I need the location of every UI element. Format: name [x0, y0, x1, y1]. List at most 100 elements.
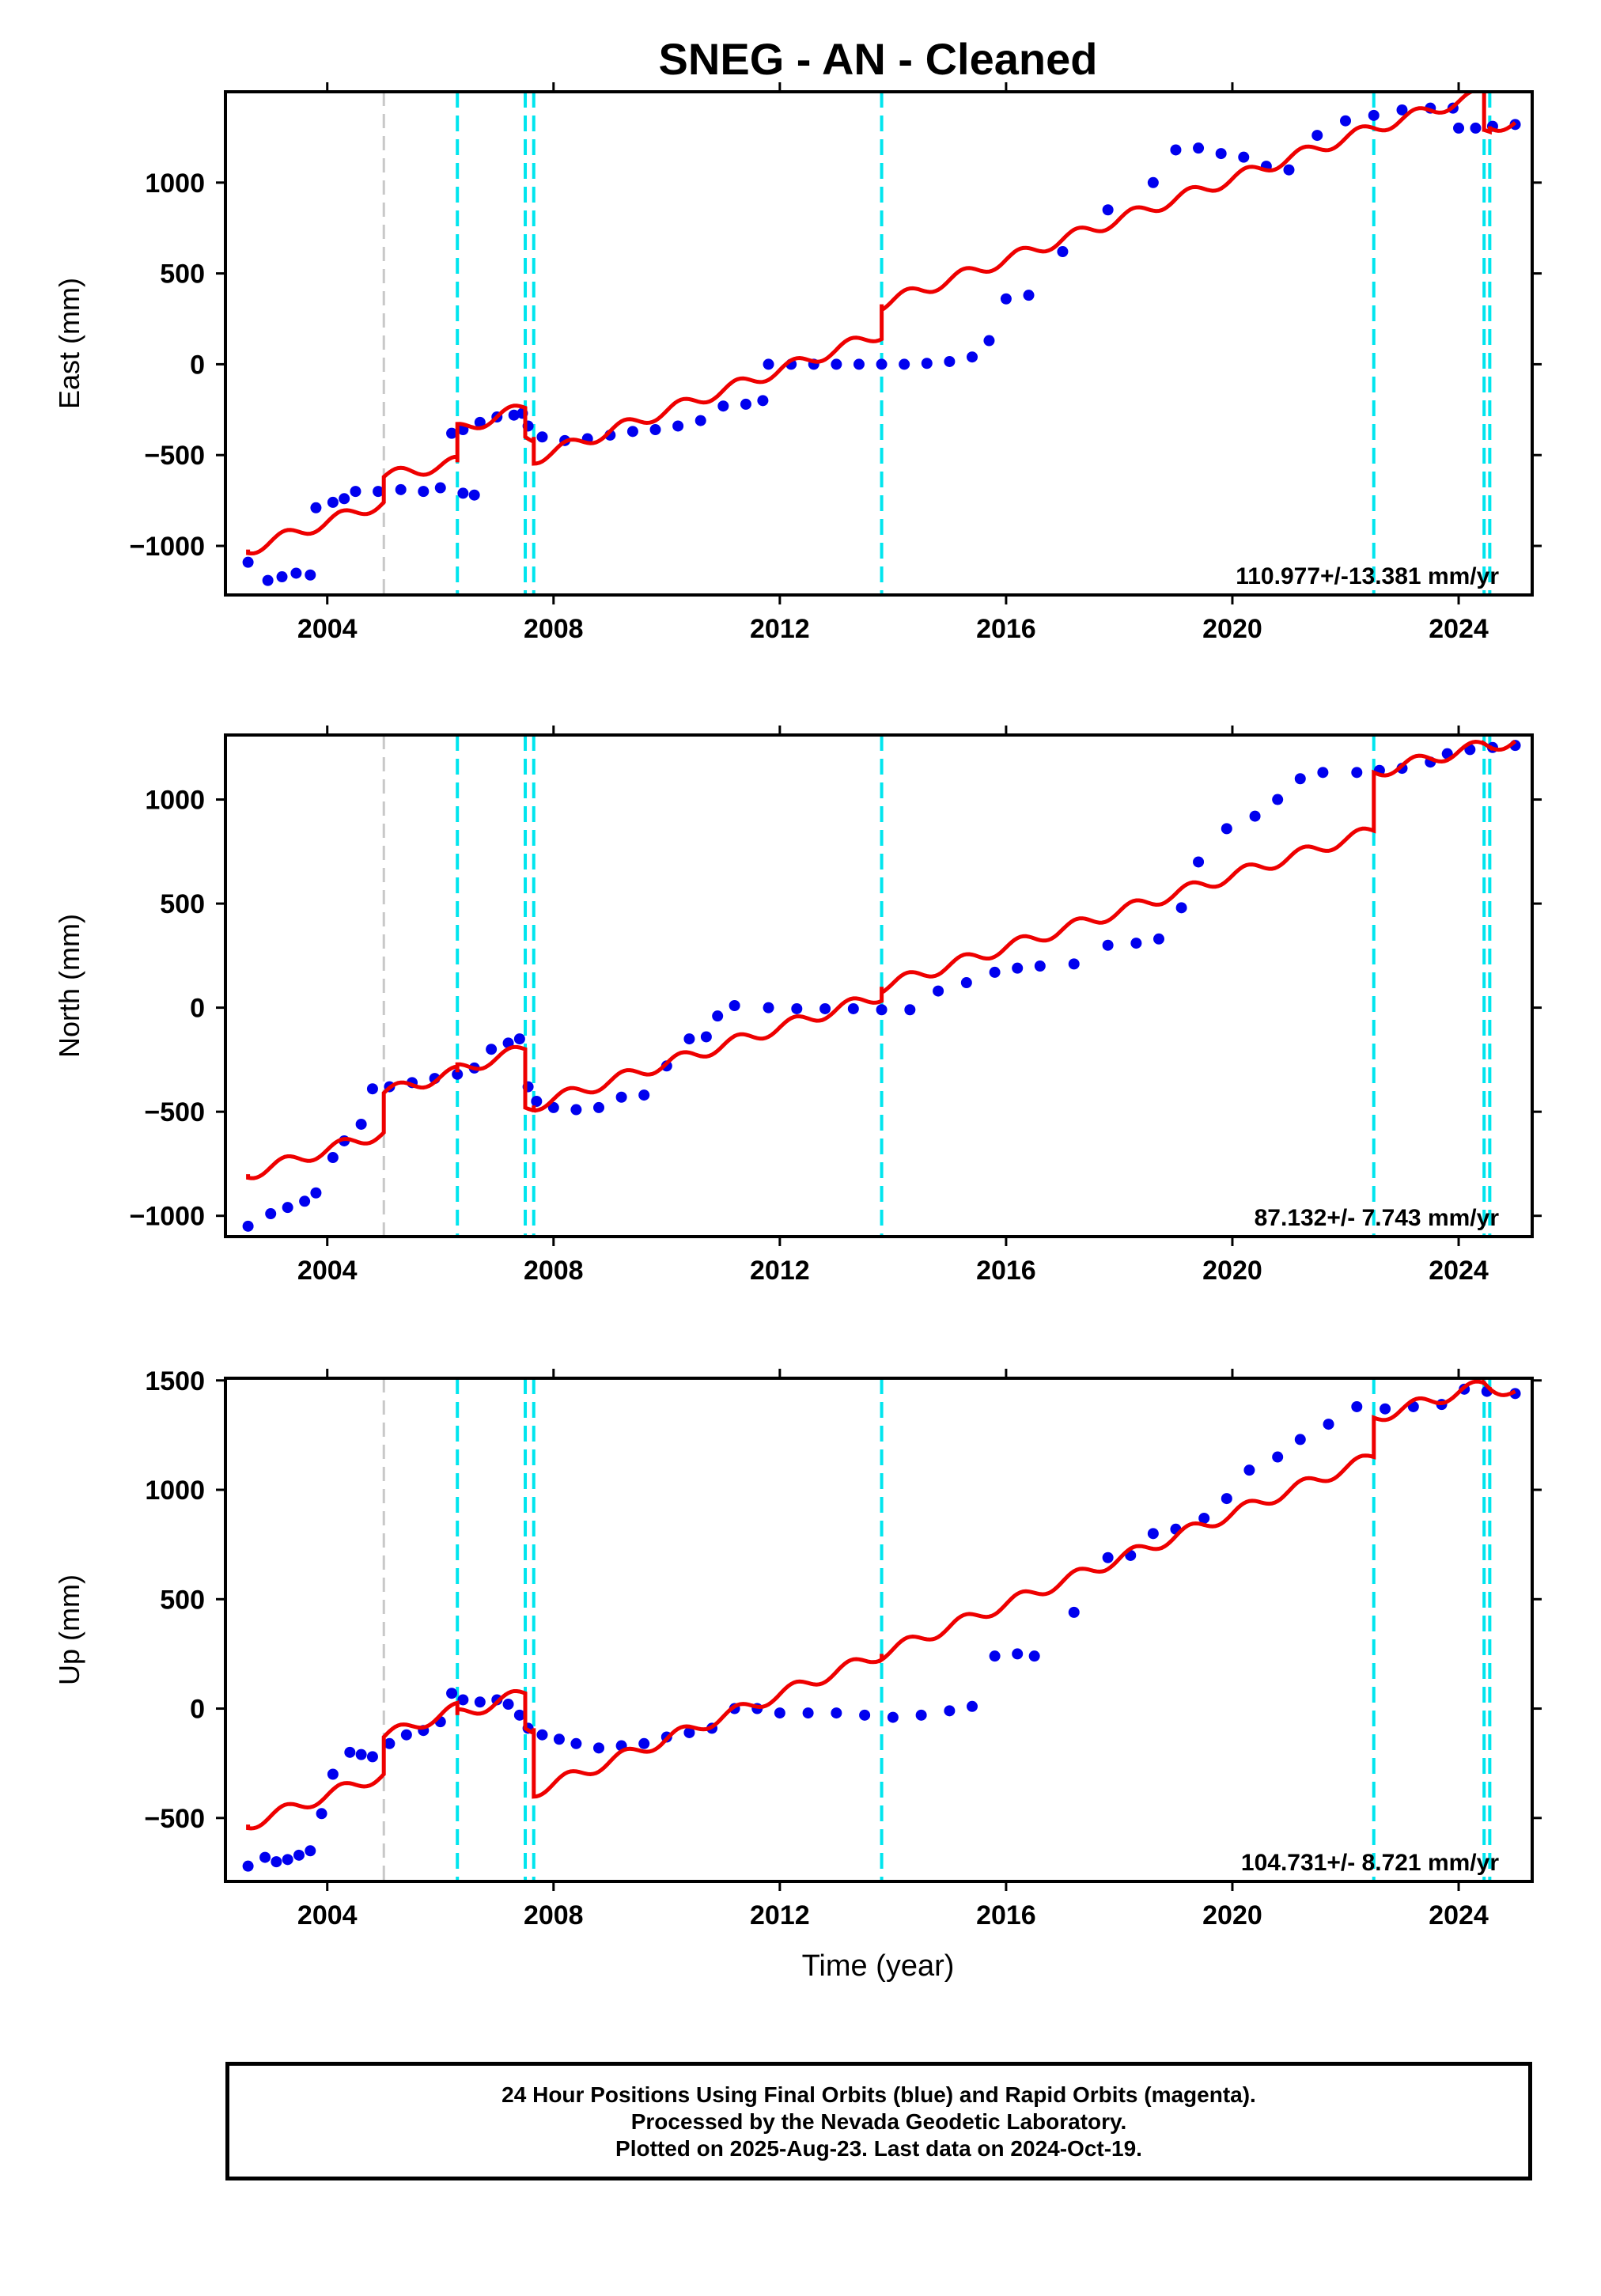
- up-data-point: [536, 1729, 548, 1741]
- up-data-point: [1068, 1606, 1080, 1618]
- up-data-point: [915, 1709, 927, 1721]
- east-plot-area: [242, 92, 1521, 595]
- east-data-point: [921, 358, 933, 369]
- north-data-point: [486, 1044, 498, 1055]
- up-data-point: [1102, 1552, 1114, 1563]
- up-data-point: [446, 1688, 458, 1699]
- east-data-point: [468, 489, 480, 501]
- up-y-tick-label: 0: [190, 1695, 205, 1725]
- up-data-point: [457, 1694, 469, 1706]
- north-data-point: [700, 1031, 712, 1043]
- up-data-point: [1243, 1464, 1255, 1476]
- east-data-point: [395, 483, 407, 495]
- up-y-tick-label: 500: [160, 1585, 205, 1615]
- up-data-point: [513, 1709, 525, 1721]
- north-data-point: [327, 1152, 339, 1164]
- east-data-point: [242, 556, 254, 568]
- east-data-point: [536, 431, 548, 443]
- east-data-point: [1000, 293, 1012, 305]
- east-x-tick-label: 2004: [297, 614, 358, 644]
- east-data-point: [695, 415, 706, 426]
- up-data-point: [355, 1749, 367, 1760]
- north-y-tick-label: 500: [160, 889, 205, 919]
- north-data-point: [1272, 794, 1284, 805]
- north-data-point: [310, 1187, 322, 1199]
- north-data-point: [712, 1010, 724, 1022]
- north-data-point: [729, 999, 740, 1011]
- north-data-point: [547, 1101, 559, 1113]
- east-data-point: [508, 409, 520, 421]
- east-data-point: [899, 358, 910, 370]
- north-data-point: [1351, 767, 1363, 779]
- north-y-tick-label: −1000: [130, 1202, 206, 1232]
- north-data-point: [989, 966, 1001, 978]
- east-data-point: [757, 395, 769, 407]
- north-data-point: [1175, 902, 1187, 914]
- north-x-tick-label: 2004: [297, 1256, 358, 1286]
- up-data-point: [1294, 1434, 1306, 1445]
- east-data-point: [853, 358, 865, 370]
- east-data-point: [373, 486, 384, 498]
- east-data-point: [305, 569, 316, 581]
- up-data-point: [1380, 1403, 1391, 1415]
- north-data-point: [683, 1033, 695, 1045]
- up-data-point: [259, 1851, 271, 1863]
- east-data-point: [1147, 176, 1159, 188]
- north-data-point: [960, 977, 972, 989]
- up-data-point: [384, 1737, 396, 1749]
- up-data-point: [802, 1707, 814, 1719]
- east-data-point: [1102, 204, 1114, 216]
- north-data-point: [1317, 767, 1329, 779]
- up-data-point: [271, 1856, 282, 1868]
- caption-line-2: Processed by the Nevada Geodetic Laborat…: [630, 2109, 1127, 2134]
- up-data-point: [1028, 1650, 1040, 1662]
- caption-line-3: Plotted on 2025-Aug-23. Last data on 202…: [615, 2136, 1142, 2161]
- x-axis-label: Time (year): [802, 1949, 955, 1983]
- up-data-point: [305, 1845, 316, 1857]
- north-data-point: [847, 1002, 859, 1014]
- north-data-point: [1294, 773, 1306, 785]
- up-y-tick-label: 1000: [145, 1476, 205, 1506]
- up-data-point: [887, 1711, 899, 1723]
- up-model-line: [246, 1378, 1516, 1831]
- north-data-point: [299, 1195, 311, 1207]
- east-x-tick-label: 2016: [976, 614, 1036, 644]
- up-data-point: [474, 1696, 486, 1708]
- east-y-tick-label: −1000: [130, 532, 206, 562]
- east-y-tick-label: −500: [144, 441, 205, 471]
- east-data-point: [1453, 122, 1465, 134]
- up-data-point: [553, 1733, 565, 1745]
- north-data-point: [638, 1089, 650, 1101]
- up-y-tick-label: 1500: [145, 1366, 205, 1396]
- north-data-point: [355, 1118, 367, 1130]
- east-data-point: [1023, 290, 1035, 301]
- east-data-point: [1238, 151, 1250, 163]
- east-data-point: [944, 355, 956, 367]
- north-data-point: [819, 1002, 831, 1014]
- up-data-point: [774, 1707, 785, 1719]
- up-data-point: [293, 1849, 305, 1861]
- north-data-point: [1102, 939, 1114, 951]
- north-plot-area: [242, 735, 1521, 1237]
- north-data-point: [366, 1083, 378, 1095]
- east-x-tick-label: 2008: [524, 614, 584, 644]
- north-y-axis-label: North (mm): [53, 914, 85, 1058]
- east-data-point: [327, 496, 339, 508]
- east-data-point: [649, 424, 661, 436]
- north-data-point: [1193, 856, 1205, 868]
- up-data-point: [944, 1705, 956, 1717]
- north-data-point: [763, 1002, 774, 1013]
- east-data-point: [717, 400, 729, 412]
- north-y-tick-label: 0: [190, 994, 205, 1024]
- up-data-point: [1323, 1419, 1334, 1430]
- east-data-point: [831, 358, 842, 370]
- up-data-point: [967, 1700, 978, 1712]
- east-data-point: [763, 358, 774, 370]
- north-x-tick-label: 2020: [1202, 1256, 1262, 1286]
- north-data-point: [531, 1096, 543, 1108]
- east-data-point: [1470, 122, 1482, 134]
- north-data-point: [242, 1220, 254, 1232]
- east-panel: 2004 2008 2012 2016 2020 2024 −1000 −500 0 500 100…: [53, 82, 1542, 644]
- east-data-point: [1283, 164, 1295, 176]
